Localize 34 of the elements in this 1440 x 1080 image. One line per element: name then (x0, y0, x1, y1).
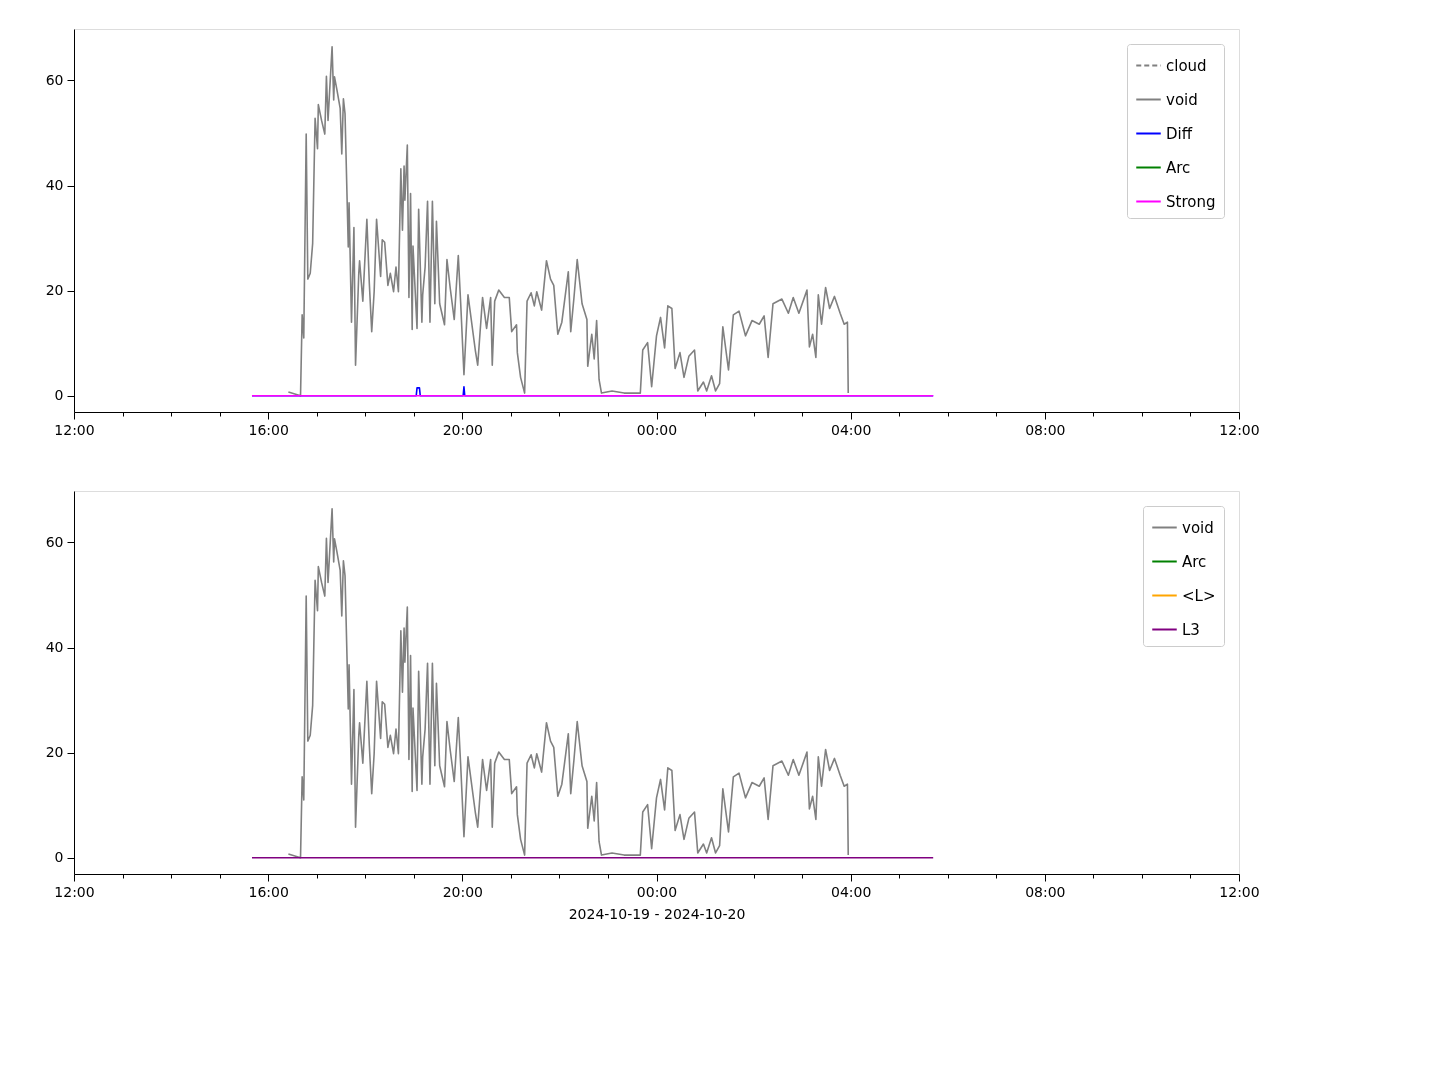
legend-label: L3 (1182, 620, 1200, 639)
y-tick-label: 0 (54, 849, 64, 866)
legend-label: Arc (1166, 158, 1191, 177)
x-tick-label: 04:00 (830, 883, 872, 900)
legend-label: void (1166, 90, 1198, 109)
x-tick-label: 00:00 (636, 883, 678, 900)
y-tick-label: 40 (45, 177, 64, 194)
x-tick-label: 00:00 (636, 421, 678, 438)
y-tick-label: 20 (45, 744, 64, 761)
x-tick-label: 12:00 (54, 883, 95, 900)
y-tick-label: 20 (45, 282, 64, 299)
legend-label: Diff (1166, 124, 1193, 143)
x-tick-label: 16:00 (248, 421, 289, 438)
line-series (287, 46, 850, 397)
x-tick-label: 08:00 (1025, 883, 1066, 900)
y-tick-label: 60 (45, 533, 64, 550)
x-tick-label: 16:00 (248, 883, 289, 900)
x-tick-label: 12:00 (1219, 883, 1260, 900)
legend-label: Strong (1166, 192, 1216, 211)
y-tick-label: 60 (45, 71, 64, 88)
x-axis-title: 2024-10-19 - 2024-10-20 (568, 905, 746, 922)
x-tick-label: 04:00 (830, 421, 872, 438)
x-tick-label: 12:00 (54, 421, 95, 438)
x-tick-label: 12:00 (1219, 421, 1260, 438)
y-tick-label: 0 (54, 387, 64, 404)
legend-label: void (1182, 518, 1214, 537)
x-tick-label: 08:00 (1025, 421, 1066, 438)
legend-label: <L> (1182, 586, 1216, 605)
y-tick-label: 40 (45, 639, 64, 656)
x-tick-label: 20:00 (442, 421, 484, 438)
legend-label: cloud (1166, 56, 1207, 75)
x-tick-label: 20:00 (442, 883, 484, 900)
line-series (287, 508, 850, 859)
legend-label: Arc (1182, 552, 1207, 571)
